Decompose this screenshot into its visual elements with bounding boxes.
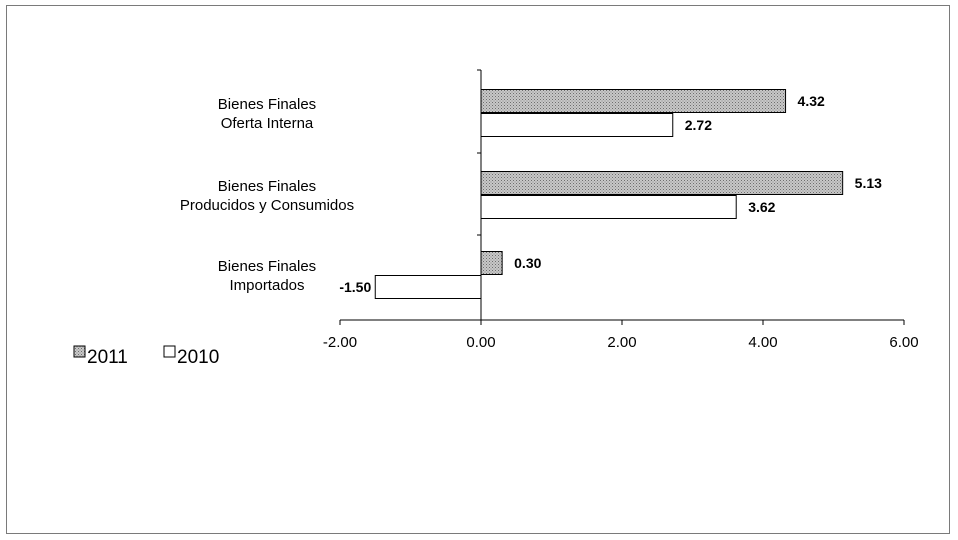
category-label: Importados	[229, 277, 304, 294]
x-tick-label: -2.00	[323, 334, 357, 351]
x-tick-label: 2.00	[607, 334, 636, 351]
plot-area: -2.00 0.00 2.00 4.00 6.00 Bienes Finales Ofert…	[73, 69, 919, 368]
category-label: Bienes Finales	[218, 178, 316, 195]
bar-2011	[480, 171, 844, 195]
data-label: 3.62	[748, 199, 775, 215]
data-label: 2.72	[685, 117, 712, 133]
x-tick-label: 4.00	[748, 334, 777, 351]
bar-2010	[374, 275, 482, 299]
data-label: 0.30	[514, 255, 541, 271]
chart-frame	[6, 5, 950, 534]
legend-swatch	[73, 345, 86, 358]
bar-2011	[480, 251, 503, 275]
category-label: Bienes Finales	[218, 96, 316, 113]
category-label: Producidos y Consumidos	[180, 197, 354, 214]
data-label: 4.32	[798, 93, 825, 109]
x-tick-label: 6.00	[889, 334, 918, 351]
legend-swatch	[163, 345, 176, 358]
bar-2010	[480, 113, 674, 137]
bar-2010	[480, 195, 737, 219]
data-label: 5.13	[855, 175, 882, 191]
data-label: -1.50	[339, 279, 371, 295]
category-label: Bienes Finales	[218, 258, 316, 275]
legend-label: 2010	[177, 347, 219, 368]
category-label: Oferta Interna	[221, 115, 314, 132]
legend-label: 2011	[87, 347, 128, 368]
bar-2011	[480, 89, 787, 113]
x-tick-label: 0.00	[466, 334, 495, 351]
